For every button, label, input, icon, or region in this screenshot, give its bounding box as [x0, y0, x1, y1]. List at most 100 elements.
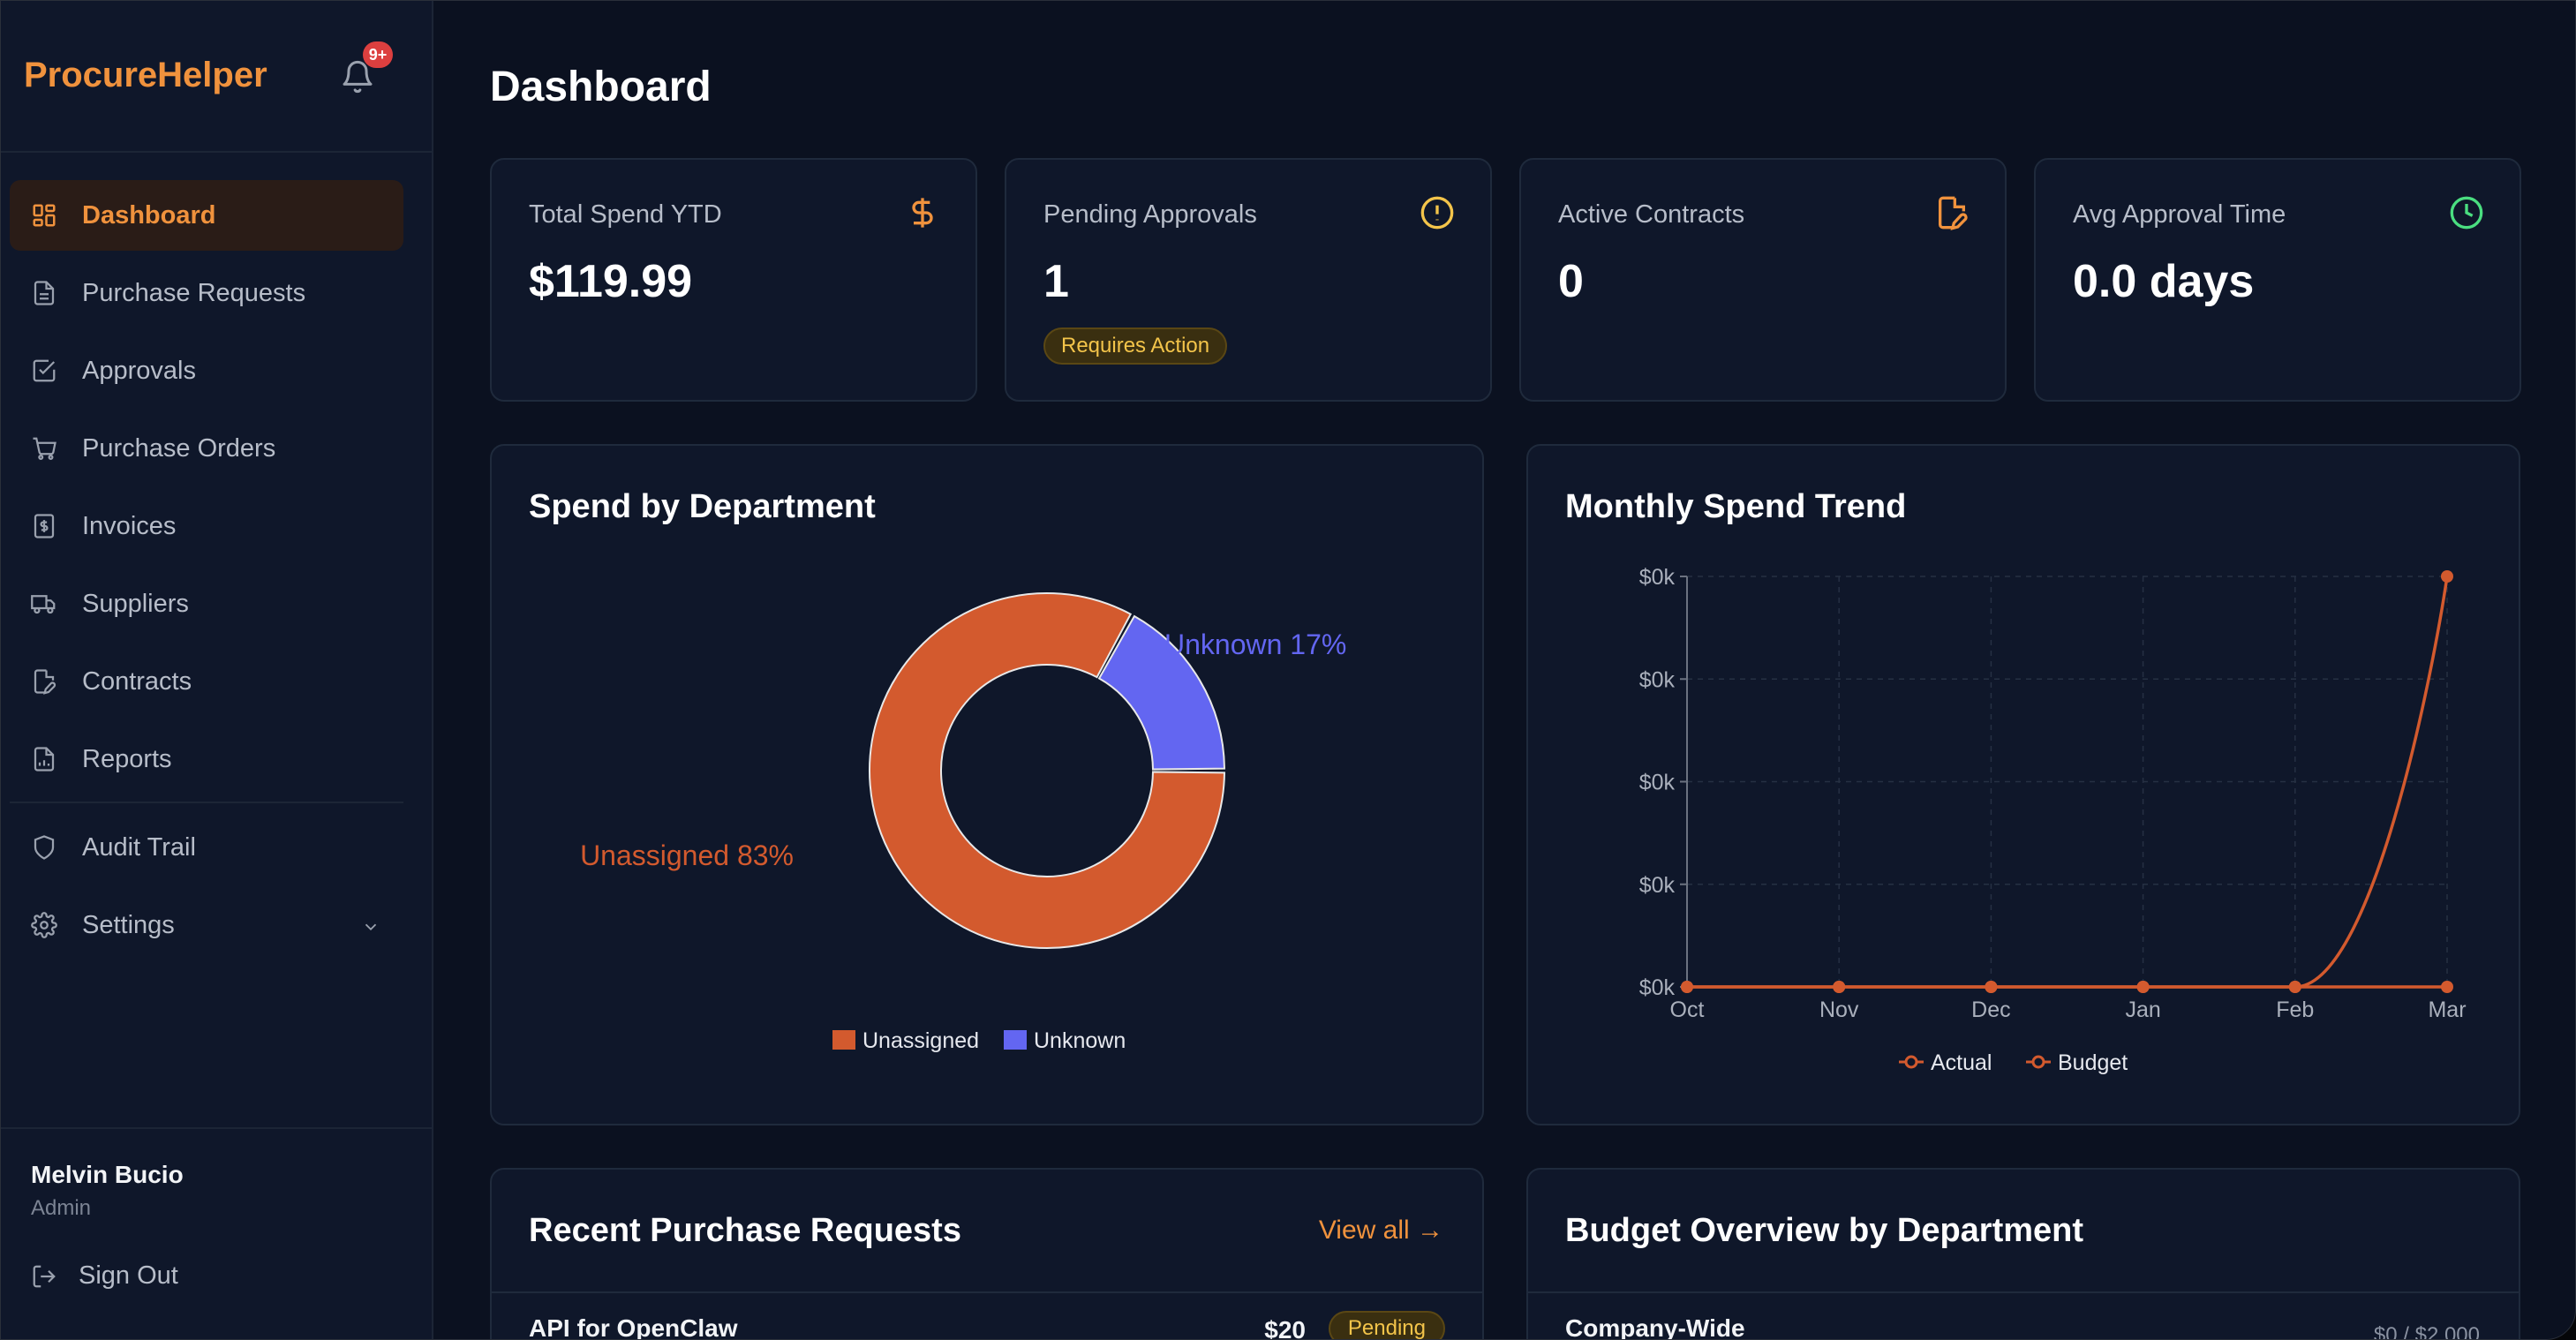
panel-title: Monthly Spend Trend: [1565, 488, 1907, 525]
contract-edit-icon: [31, 668, 57, 695]
contract-edit-icon: [1934, 195, 1970, 230]
view-all-link[interactable]: View all →: [1319, 1216, 1443, 1246]
data-point: [2136, 981, 2150, 993]
slice-label: Unknown 17%: [1164, 629, 1346, 660]
brand-row: ProcureHelper 9+: [1, 1, 432, 153]
y-tick-label: $0k: [1639, 975, 1676, 1000]
budget-overview-panel: Budget Overview by Department Company-Wi…: [1526, 1168, 2520, 1340]
legend-marker: [2031, 1055, 2045, 1069]
data-point: [2288, 981, 2301, 993]
truck-icon: [31, 591, 57, 617]
sidebar-item-label: Contracts: [82, 666, 192, 696]
spend-by-department-panel: Spend by Department Unassigned 83% Unknow…: [490, 444, 1484, 1125]
stat-card-pending-approvals: Pending Approvals 1 Requires Action: [1005, 158, 1492, 402]
sidebar-item-label: Reports: [82, 744, 172, 773]
data-point: [1681, 981, 1693, 993]
clock-icon: [2449, 195, 2484, 230]
sidebar-item-label: Purchase Requests: [82, 278, 306, 307]
legend-label: Budget: [2058, 1050, 2128, 1075]
gear-icon: [31, 912, 57, 938]
status-badge: Pending: [1328, 1311, 1445, 1339]
legend-swatch: [832, 1030, 855, 1050]
x-tick-label: Nov: [1819, 997, 1859, 1022]
recent-purchase-requests-panel: Recent Purchase Requests View all → API …: [490, 1168, 1484, 1340]
slice-label: Unassigned 83%: [580, 839, 794, 871]
sidebar-item-label: Settings: [82, 910, 175, 939]
sidebar-item-dashboard[interactable]: Dashboard: [10, 180, 403, 251]
data-point: [2441, 981, 2453, 993]
sidebar-item-settings[interactable]: Settings: [10, 890, 403, 960]
page-title: Dashboard: [490, 64, 712, 110]
sidebar-item-invoices[interactable]: Invoices: [10, 491, 403, 561]
bell-icon[interactable]: [340, 57, 375, 96]
pie-slice-unknown: [1097, 614, 1225, 771]
sign-out-label: Sign Out: [79, 1261, 178, 1290]
cart-icon: [31, 435, 57, 462]
sign-out-icon: [33, 1265, 56, 1287]
stat-label: Avg Approval Time: [2073, 200, 2286, 229]
stat-value: 1: [1043, 256, 1069, 307]
monthly-spend-trend-panel: Monthly Spend Trend $0k $0k $0k $0k $0k Oct No…: [1526, 444, 2520, 1125]
legend-swatch: [1004, 1030, 1027, 1050]
shield-icon: [31, 834, 57, 861]
arrow-right-icon: →: [1417, 1216, 1443, 1245]
panel-divider: [1528, 1291, 2519, 1293]
y-tick-label: $0k: [1639, 565, 1676, 590]
data-point: [1833, 981, 1846, 993]
panel-divider: [492, 1291, 1482, 1293]
user-name: Melvin Bucio: [31, 1161, 184, 1188]
main-content: Dashboard Total Spend YTD $119.99 Pendin…: [433, 1, 2575, 1340]
sidebar-item-label: Audit Trail: [82, 832, 196, 862]
dollar-icon: [905, 195, 940, 230]
legend-label: Actual: [1931, 1050, 1992, 1075]
stat-value: $119.99: [529, 256, 693, 307]
y-tick-label: $0k: [1639, 873, 1676, 898]
user-role: Admin: [31, 1196, 92, 1220]
budget-department: Company-Wide: [1565, 1314, 1745, 1340]
stat-label: Active Contracts: [1558, 200, 1745, 229]
x-tick-label: Mar: [2428, 997, 2466, 1022]
sidebar-item-audit-trail[interactable]: Audit Trail: [10, 812, 403, 883]
brand-logo[interactable]: ProcureHelper: [24, 56, 267, 94]
request-amount: $20: [1264, 1316, 1306, 1340]
x-tick-label: Feb: [2276, 997, 2314, 1022]
legend-label: Unknown: [1034, 1028, 1126, 1053]
sidebar-item-suppliers[interactable]: Suppliers: [10, 568, 403, 639]
notification-badge: 9+: [363, 41, 393, 68]
legend-label: Unassigned: [862, 1028, 979, 1053]
checkbox-icon: [31, 358, 57, 384]
document-icon: [31, 280, 57, 306]
sidebar-item-purchase-requests[interactable]: Purchase Requests: [10, 258, 403, 328]
series-line-actual: [1687, 576, 2449, 989]
sidebar-item-contracts[interactable]: Contracts: [10, 646, 403, 717]
stat-card-active-contracts: Active Contracts 0: [1519, 158, 2007, 402]
panel-title: Budget Overview by Department: [1565, 1212, 2084, 1249]
stat-card-total-spend: Total Spend YTD $119.99: [490, 158, 977, 402]
sign-out-button[interactable]: Sign Out: [31, 1261, 178, 1291]
panel-title: Spend by Department: [529, 488, 876, 525]
sidebar-item-approvals[interactable]: Approvals: [10, 335, 403, 406]
x-tick-label: Oct: [1670, 997, 1705, 1022]
sidebar-item-label: Suppliers: [82, 589, 189, 618]
sidebar-divider: [10, 802, 403, 803]
x-tick-label: Jan: [2125, 997, 2160, 1022]
sidebar-item-purchase-orders[interactable]: Purchase Orders: [10, 413, 403, 484]
stat-label: Pending Approvals: [1043, 200, 1257, 229]
stat-value: 0.0 days: [2073, 256, 2255, 307]
stat-card-avg-approval-time: Avg Approval Time 0.0 days: [2034, 158, 2521, 402]
report-icon: [31, 746, 57, 772]
requires-action-badge: Requires Action: [1043, 327, 1228, 365]
chevron-down-icon[interactable]: [361, 915, 380, 934]
y-tick-label: $0k: [1639, 667, 1676, 692]
stat-label: Total Spend YTD: [529, 200, 722, 229]
sidebar-item-label: Invoices: [82, 511, 177, 540]
data-point: [1985, 981, 1998, 993]
invoice-dollar-icon: [31, 513, 57, 539]
view-all-label: View all: [1318, 1216, 1410, 1245]
sidebar-item-label: Dashboard: [82, 200, 216, 230]
request-title[interactable]: API for OpenClaw: [529, 1314, 738, 1340]
sidebar-item-label: Approvals: [82, 356, 196, 385]
sidebar-item-reports[interactable]: Reports: [10, 724, 403, 794]
